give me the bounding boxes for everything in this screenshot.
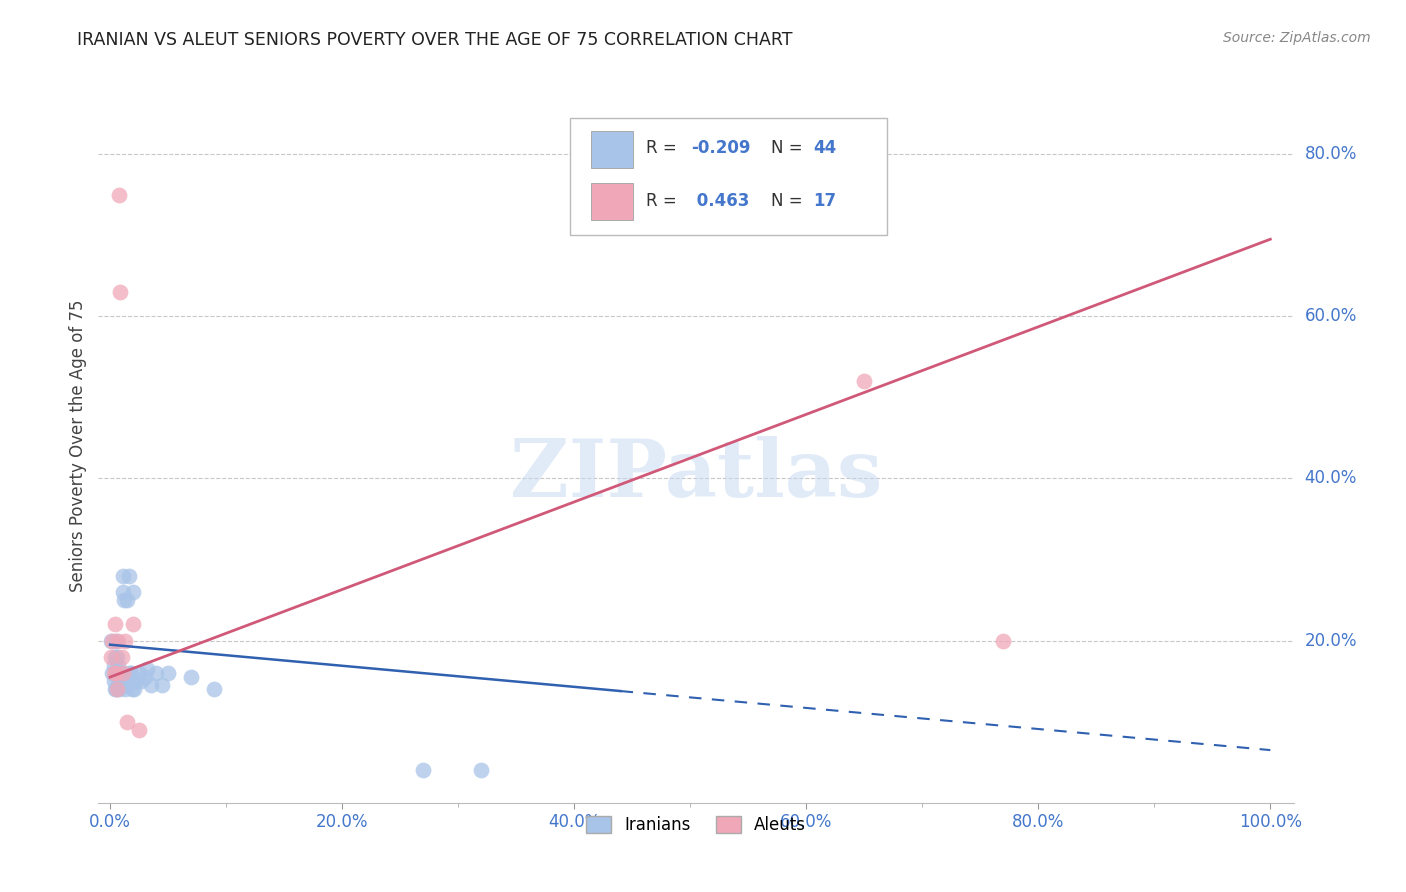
Point [104, 633, 127, 648]
Point [111, 649, 134, 664]
Point [145, 666, 167, 681]
Point [204, 682, 226, 697]
Point [111, 666, 134, 681]
Text: 44: 44 [813, 139, 837, 157]
Point [118, 666, 141, 681]
Point [120, 666, 142, 681]
Point [122, 617, 145, 632]
Point [128, 723, 150, 737]
Text: ZIPatlas: ZIPatlas [510, 435, 882, 514]
Text: 20.0%: 20.0% [1305, 632, 1357, 649]
Point [136, 662, 159, 676]
Point [103, 657, 125, 672]
Point [993, 633, 1015, 648]
Point [105, 666, 128, 681]
Point [128, 666, 150, 681]
Text: N =: N = [772, 193, 808, 211]
Text: 17: 17 [813, 193, 837, 211]
Point [104, 666, 127, 681]
Point [121, 682, 143, 697]
Point [104, 649, 127, 664]
Point [103, 666, 125, 681]
Point [131, 674, 153, 689]
Point [107, 633, 129, 648]
Point [108, 682, 131, 697]
Text: 80.0%: 80.0% [1305, 145, 1357, 163]
Text: 40.0%: 40.0% [1305, 469, 1357, 487]
Point [122, 585, 145, 599]
Point [104, 682, 127, 697]
Point [108, 666, 131, 681]
Text: 60.0%: 60.0% [1305, 307, 1357, 326]
Point [124, 674, 146, 689]
Point [104, 617, 127, 632]
Point [117, 568, 139, 582]
Point [107, 674, 129, 689]
Point [157, 666, 180, 681]
Point [853, 374, 876, 388]
Text: -0.209: -0.209 [692, 139, 751, 157]
Text: IRANIAN VS ALEUT SENIORS POVERTY OVER THE AGE OF 75 CORRELATION CHART: IRANIAN VS ALEUT SENIORS POVERTY OVER TH… [77, 31, 793, 49]
Point [100, 649, 122, 664]
Point [101, 633, 124, 648]
Point [104, 682, 127, 697]
Point [180, 670, 202, 684]
Point [111, 568, 134, 582]
Point [107, 657, 129, 672]
Point [412, 764, 434, 778]
Point [134, 670, 156, 684]
Text: Source: ZipAtlas.com: Source: ZipAtlas.com [1223, 31, 1371, 45]
Point [117, 593, 139, 607]
FancyBboxPatch shape [571, 118, 887, 235]
Point [117, 714, 139, 729]
Text: R =: R = [645, 139, 682, 157]
Legend: Iranians, Aleuts: Iranians, Aleuts [579, 809, 813, 841]
Point [150, 678, 173, 692]
Point [101, 666, 124, 681]
Text: N =: N = [772, 139, 808, 157]
Point [100, 633, 122, 648]
Bar [591, 183, 633, 219]
Point [112, 593, 135, 607]
Point [104, 666, 127, 681]
Point [115, 674, 138, 689]
Point [105, 649, 128, 664]
Point [111, 666, 134, 681]
Y-axis label: Seniors Poverty Over the Age of 75: Seniors Poverty Over the Age of 75 [69, 300, 87, 592]
Bar [591, 130, 633, 168]
Point [110, 674, 132, 689]
Point [124, 682, 146, 697]
Point [110, 285, 132, 299]
Point [114, 682, 136, 697]
Point [114, 633, 136, 648]
Point [111, 585, 134, 599]
Point [139, 678, 162, 692]
Point [110, 666, 132, 681]
Text: R =: R = [645, 193, 682, 211]
Point [108, 187, 131, 202]
Point [470, 764, 492, 778]
Text: 0.463: 0.463 [692, 193, 749, 211]
Point [105, 682, 128, 697]
Point [103, 674, 125, 689]
Point [111, 674, 134, 689]
